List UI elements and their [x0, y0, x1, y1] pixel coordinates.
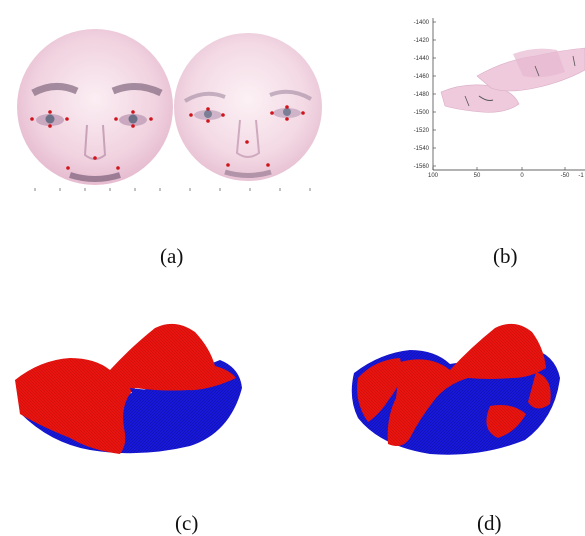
plot-b-x-ticks: 100 50 0 -50 -1 [428, 167, 584, 179]
y-tick-label: -1400 [414, 20, 430, 26]
face-left [17, 29, 173, 185]
plot-b: -1400 -1420 -1440 -1460 -1480 -1500 -152… [414, 18, 585, 179]
y-tick-label: -1440 [414, 56, 430, 62]
plot-b-y-ticks: -1400 -1420 -1440 -1460 -1480 -1500 -152… [414, 20, 436, 170]
caption-c: (c) [175, 511, 199, 535]
y-tick-label: -1460 [414, 74, 430, 80]
caption-b: (b) [493, 244, 518, 268]
panel-a-face-images [15, 25, 335, 195]
caption-a: (a) [160, 244, 184, 268]
caption-d: (d) [477, 511, 502, 535]
y-tick-label: -1520 [414, 128, 430, 134]
mesh-d-red-surface [357, 323, 551, 446]
faces-figure [17, 29, 322, 191]
y-tick-label: -1560 [414, 164, 430, 170]
y-tick-label: -1540 [414, 146, 430, 152]
x-tick-label: 50 [474, 173, 481, 179]
face-left-landmarks [30, 110, 153, 170]
x-tick-label: 100 [428, 173, 439, 179]
face-right [174, 33, 322, 181]
x-tick-label: -1 [578, 173, 584, 179]
face-right-landmarks [189, 105, 305, 167]
plot-b-face-surfaces [440, 47, 585, 113]
mesh-c [15, 323, 242, 454]
mesh-c-red-surface [15, 323, 236, 454]
x-tick-label: 0 [520, 173, 524, 179]
panel-c-mesh-overlay [10, 318, 265, 463]
panel-d-mesh-overlay [340, 318, 580, 463]
x-tick-label: -50 [561, 173, 570, 179]
y-tick-label: -1500 [414, 110, 430, 116]
panel-b-3d-plot: -1400 -1420 -1440 -1460 -1480 -1500 -152… [395, 10, 585, 185]
faces-baseline-ticks [34, 188, 311, 191]
y-tick-label: -1420 [414, 38, 430, 44]
mesh-d [351, 323, 560, 455]
y-tick-label: -1480 [414, 92, 430, 98]
